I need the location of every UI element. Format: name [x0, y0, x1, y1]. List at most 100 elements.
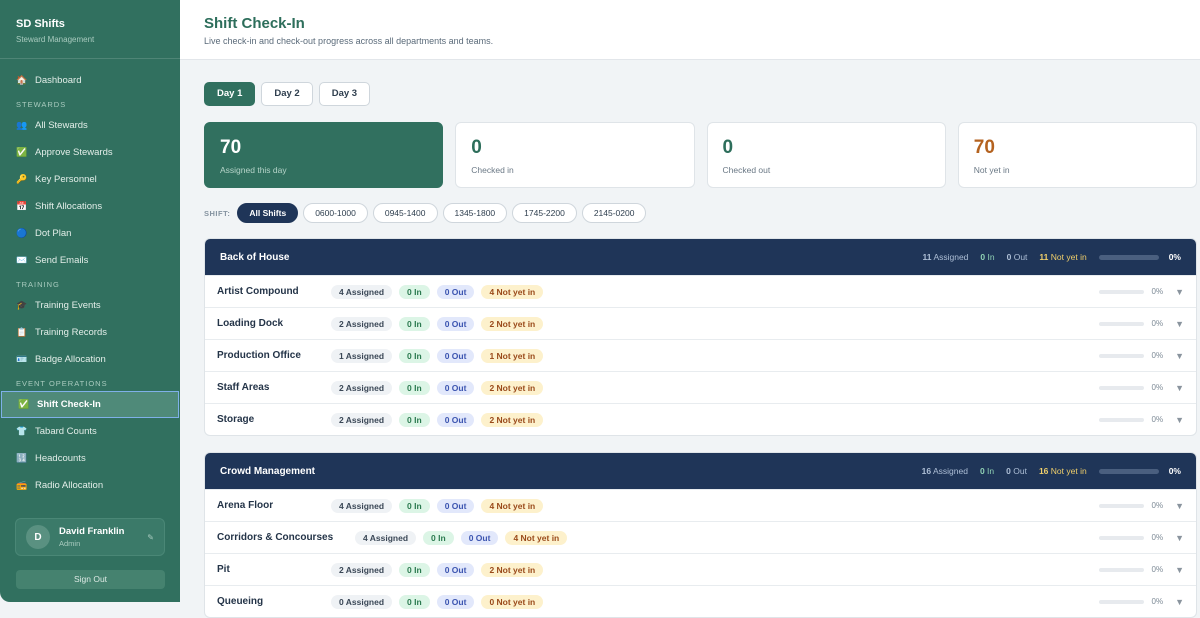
shift-filter-option[interactable]: 1345-1800	[442, 203, 508, 223]
sidebar-item-tabard-counts[interactable]: 👕 Tabard Counts	[0, 418, 180, 445]
group-in-count: 0 In	[980, 466, 994, 476]
nav-icon: 🏠	[16, 75, 28, 85]
nav-icon: 🪪	[16, 354, 28, 364]
shift-filter-option[interactable]: 1745-2200	[512, 203, 577, 223]
sidebar-item-approve-stewards[interactable]: ✅ Approve Stewards	[0, 139, 180, 166]
app-subtitle: Steward Management	[16, 35, 95, 44]
progress-bar	[1098, 567, 1144, 572]
out-badge: 0 Out	[436, 412, 475, 427]
team-row[interactable]: Artist Compound 4 Assigned 0 In 0 Out 4 Not …	[205, 275, 1196, 307]
sidebar-item-radio-allocation[interactable]: 📻 Radio Allocation	[0, 472, 180, 499]
count-label: Assigned	[933, 252, 969, 262]
count-value: 11	[1039, 252, 1049, 262]
tab-day-3[interactable]: Day 3	[318, 82, 371, 106]
notin-badge: 4 Not yet in	[481, 498, 544, 513]
sidebar-item-all-stewards[interactable]: 👥 All Stewards	[0, 112, 180, 139]
team-name: Corridors & Concourses	[217, 532, 334, 543]
chevron-down-icon[interactable]: ▼	[1175, 564, 1184, 575]
stat-card: 70 Assigned this day	[204, 122, 444, 188]
shift-filter-option[interactable]: 0945-1400	[372, 203, 438, 223]
chevron-down-icon[interactable]: ▼	[1175, 382, 1184, 393]
in-badge: 0 In	[399, 498, 430, 513]
progress-percent: 0%	[1151, 565, 1164, 574]
stat-label: Checked in	[471, 165, 514, 175]
count-label: Out	[1013, 252, 1028, 262]
user-card[interactable]: D David Franklin Admin ✎	[15, 518, 165, 556]
sidebar-item-label: Shift Check-In	[37, 399, 101, 410]
sidebar-item-headcounts[interactable]: 🔢 Headcounts	[0, 445, 180, 472]
sidebar-item-label: Dot Plan	[35, 228, 72, 239]
user-role: Admin	[59, 539, 81, 548]
chevron-down-icon[interactable]: ▼	[1175, 318, 1184, 329]
shift-filter-option[interactable]: 0600-1000	[303, 203, 368, 223]
team-row[interactable]: Arena Floor 4 Assigned 0 In 0 Out 4 Not yet …	[205, 489, 1196, 521]
group-progress-percent: 0%	[1168, 252, 1181, 262]
brand: SD Shifts Steward Management	[0, 0, 180, 59]
team-row[interactable]: Production Office 1 Assigned 0 In 0 Out 1 No…	[205, 339, 1196, 371]
team-row[interactable]: Staff Areas 2 Assigned 0 In 0 Out 2 Not yet …	[205, 371, 1196, 403]
team-row[interactable]: Corridors & Concourses 4 Assigned 0 In 0 Ou…	[205, 521, 1196, 553]
day-tabs: Day 1 Day 2 Day 3	[204, 82, 371, 106]
nav-icon: 👕	[16, 426, 28, 436]
in-badge: 0 In	[399, 562, 430, 577]
sidebar-item-send-emails[interactable]: ✉️ Send Emails	[0, 247, 180, 274]
sidebar-item-dashboard[interactable]: 🏠 Dashboard	[0, 67, 180, 94]
team-progress: 0% ▼	[1098, 532, 1184, 543]
count-value: 16	[1038, 466, 1049, 476]
nav-icon: 📋	[16, 327, 28, 337]
notin-badge: 4 Not yet in	[505, 530, 568, 545]
tab-day-2[interactable]: Day 2	[261, 82, 313, 106]
sidebar-item-label: Training Records	[35, 327, 107, 338]
progress-percent: 0%	[1151, 533, 1164, 542]
team-row[interactable]: Storage 2 Assigned 0 In 0 Out 2 Not yet in 0%…	[205, 403, 1196, 435]
pencil-icon[interactable]: ✎	[147, 532, 154, 542]
sidebar-item-dot-plan[interactable]: 🔵 Dot Plan	[0, 220, 180, 247]
group-header[interactable]: Crowd Management 16 Assigned 0 In 0 Out 16 N…	[205, 453, 1196, 489]
out-badge: 0 Out	[436, 348, 475, 363]
shift-filter-option[interactable]: All Shifts	[237, 203, 299, 223]
sidebar-item-key-personnel[interactable]: 🔑 Key Personnel	[0, 166, 180, 193]
sidebar-item-badge-allocation[interactable]: 🪪 Badge Allocation	[0, 346, 180, 373]
sidebar-item-label: Shift Allocations	[35, 201, 103, 212]
stat-card: 70 Not yet in	[957, 122, 1197, 188]
chevron-down-icon[interactable]: ▼	[1175, 532, 1184, 543]
team-row[interactable]: Queueing 0 Assigned 0 In 0 Out 0 Not yet in 0…	[205, 585, 1196, 617]
sidebar-item-training-records[interactable]: 📋 Training Records	[0, 319, 180, 346]
chevron-down-icon[interactable]: ▼	[1175, 286, 1184, 297]
count-value: 0	[980, 252, 986, 262]
sidebar-nav: 🏠 Dashboard STEWARDS 👥 All Stewards ✅ Approve …	[0, 59, 180, 499]
team-row[interactable]: Loading Dock 2 Assigned 0 In 0 Out 2 Not yet…	[205, 307, 1196, 339]
team-progress: 0% ▼	[1098, 318, 1184, 329]
chevron-down-icon[interactable]: ▼	[1175, 414, 1184, 425]
count-label: Assigned	[932, 466, 968, 476]
stat-label: Not yet in	[973, 165, 1010, 175]
progress-percent: 0%	[1151, 415, 1164, 424]
team-row[interactable]: Pit 2 Assigned 0 In 0 Out 2 Not yet in 0% ▼	[205, 553, 1196, 585]
sidebar-item-label: Badge Allocation	[35, 354, 106, 365]
count-value: 0	[1006, 466, 1011, 476]
group-header[interactable]: Back of House 11 Assigned 0 In 0 Out 11 Not …	[205, 239, 1196, 275]
department-group: Back of House 11 Assigned 0 In 0 Out 11 Not …	[204, 238, 1197, 436]
tab-day-1[interactable]: Day 1	[204, 82, 256, 106]
shift-filter-option[interactable]: 2145-0200	[581, 203, 647, 223]
count-value: 0	[979, 466, 985, 476]
progress-bar	[1098, 385, 1144, 390]
sign-out-button[interactable]: Sign Out	[16, 570, 165, 589]
sidebar-item-shift-check-in[interactable]: ✅ Shift Check-In	[1, 391, 179, 418]
department-group: Crowd Management 16 Assigned 0 In 0 Out 16 N…	[204, 452, 1197, 618]
count-label: Out	[1013, 466, 1027, 476]
assigned-badge: 4 Assigned	[331, 284, 393, 299]
progress-bar	[1098, 503, 1144, 508]
sidebar-item-shift-allocations[interactable]: 📅 Shift Allocations	[0, 193, 180, 220]
sidebar-item-training-events[interactable]: 🎓 Training Events	[0, 292, 180, 319]
notin-badge: 2 Not yet in	[481, 412, 544, 427]
team-progress: 0% ▼	[1098, 414, 1184, 425]
shift-filter: SHIFT: All Shifts 0600-1000 0945-1400 1345-…	[204, 203, 647, 223]
notin-badge: 2 Not yet in	[481, 380, 544, 395]
progress-percent: 0%	[1151, 287, 1164, 296]
stat-label: Checked out	[722, 165, 771, 175]
notin-badge: 4 Not yet in	[481, 284, 544, 299]
chevron-down-icon[interactable]: ▼	[1175, 500, 1184, 511]
chevron-down-icon[interactable]: ▼	[1175, 350, 1184, 361]
progress-bar	[1098, 535, 1144, 540]
